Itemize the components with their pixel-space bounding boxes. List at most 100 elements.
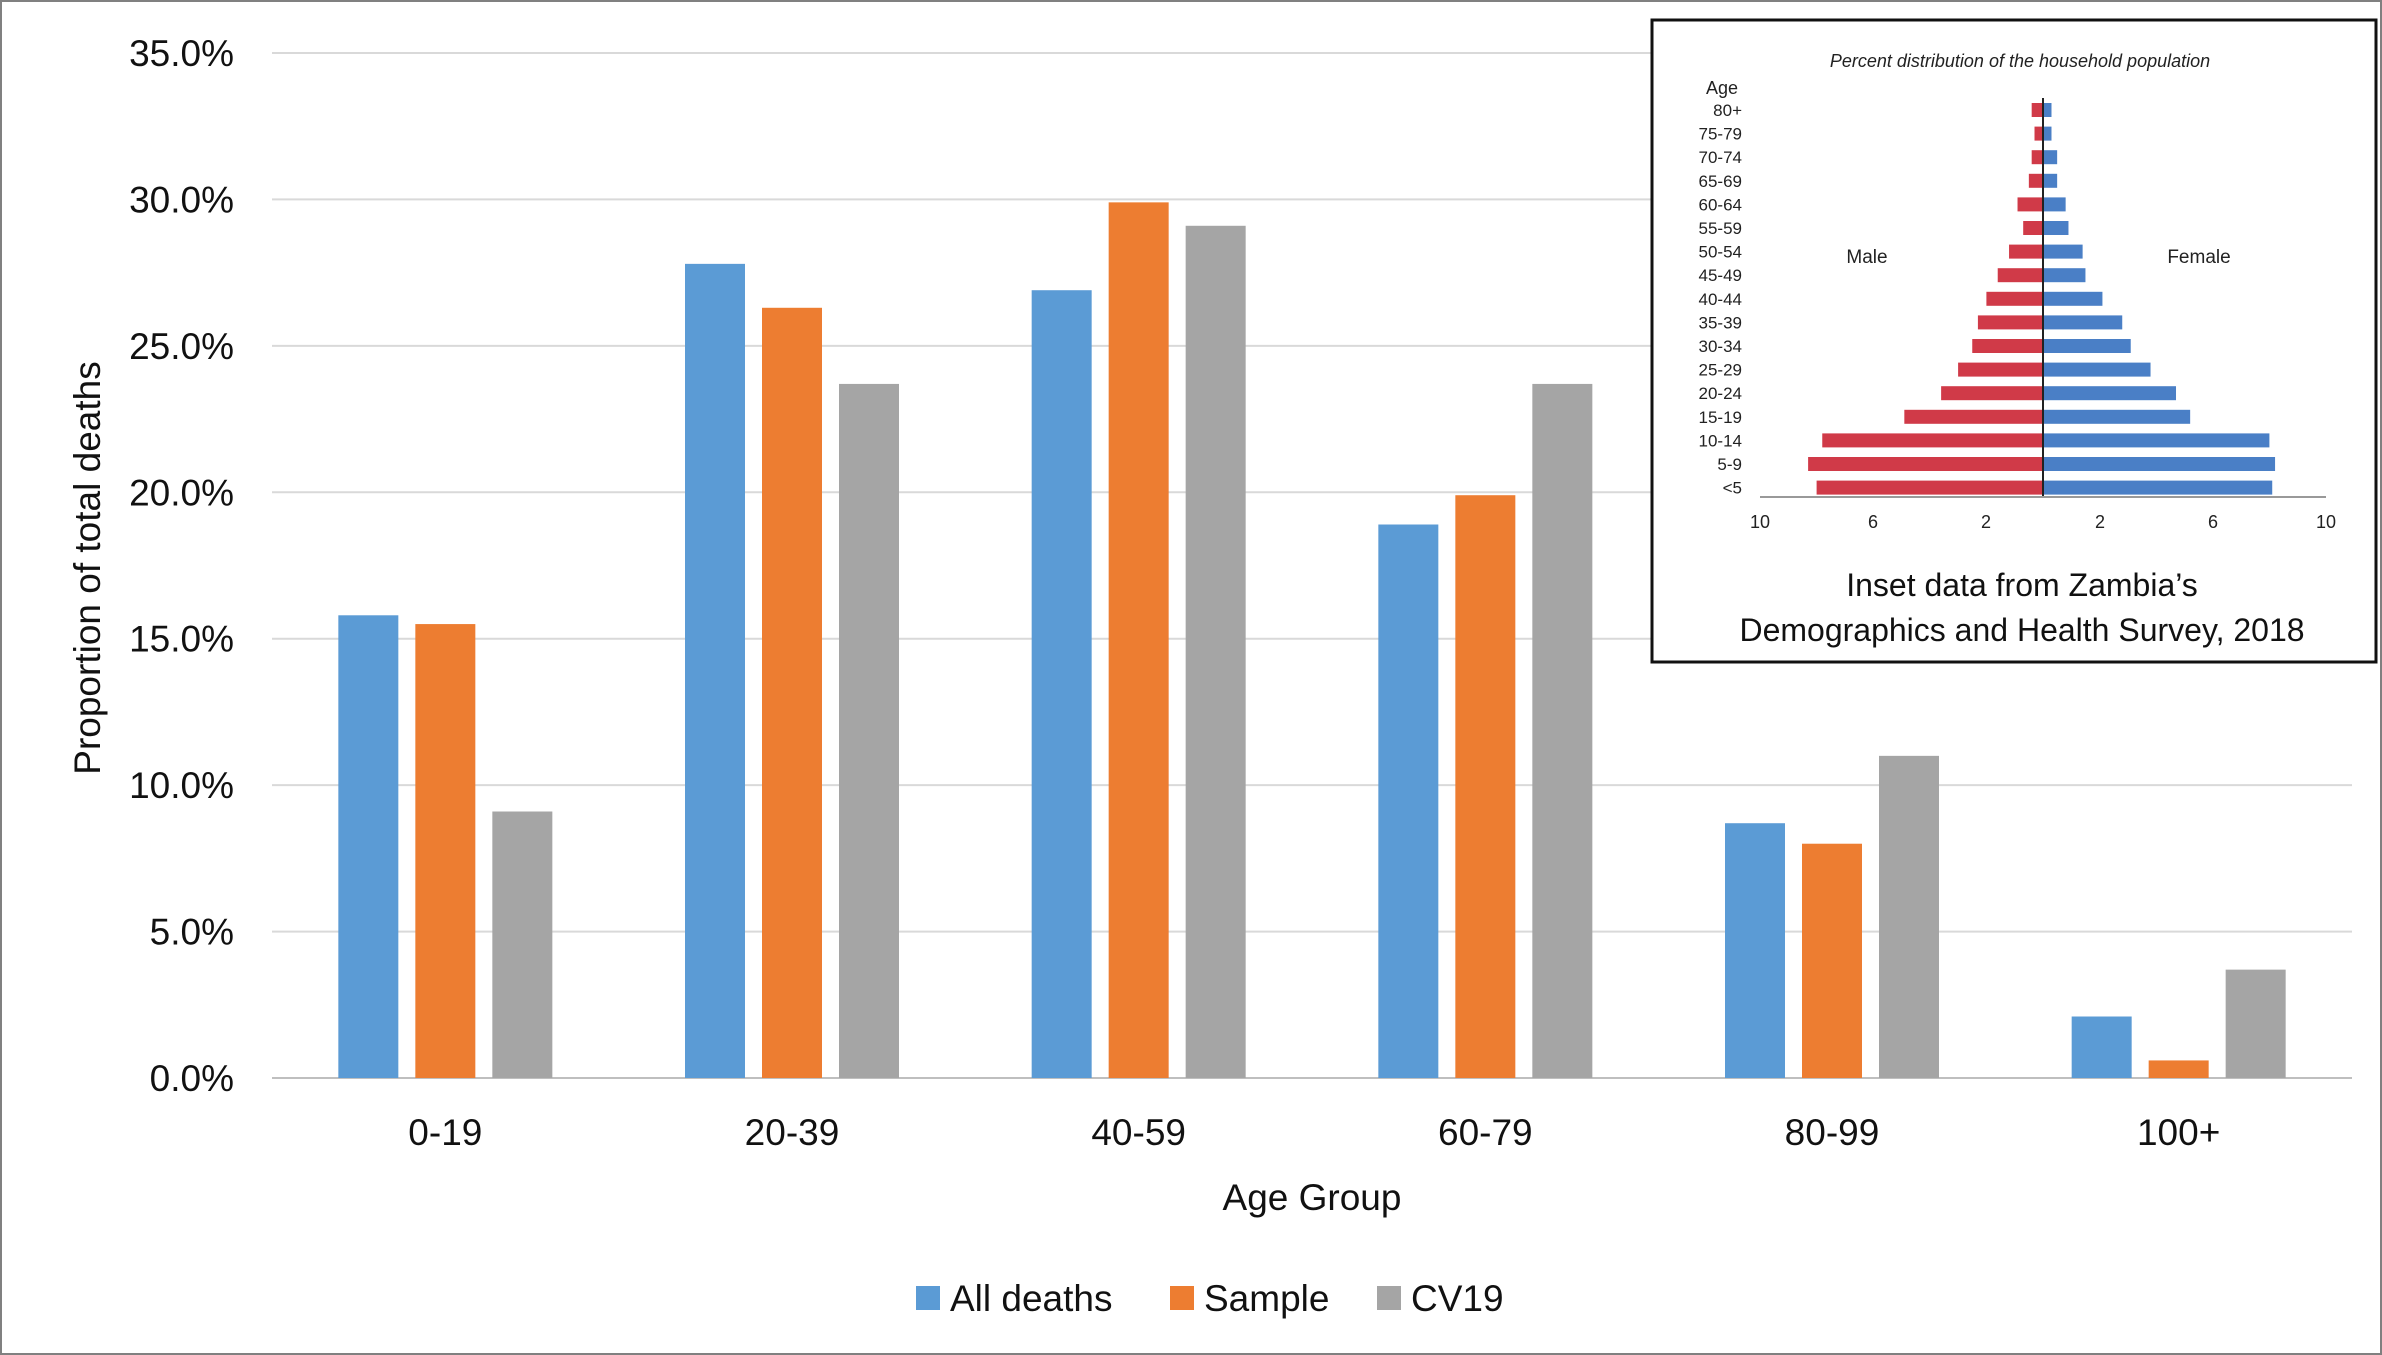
legend: All deaths Sample CV19 xyxy=(916,1278,1504,1319)
inset-age-label: 40-44 xyxy=(1699,290,1742,309)
inset-bar-female-14 xyxy=(2043,433,2270,448)
inset-bar-male-14 xyxy=(1822,433,2043,448)
inset-age-label: 35-39 xyxy=(1699,313,1742,332)
x-tick-labels: 0-19 20-39 40-59 60-79 80-99 100+ xyxy=(408,1112,2220,1153)
inset-bar-female-16 xyxy=(2043,480,2273,495)
y-tick-label: 0.0% xyxy=(150,1058,234,1099)
inset-bar-female-11 xyxy=(2043,362,2151,377)
inset-bar-male-2 xyxy=(2031,150,2043,165)
inset-age-label: 75-79 xyxy=(1699,125,1742,144)
inset-age-axis-title: Age xyxy=(1706,78,1738,98)
inset-caption-line-2: Demographics and Health Survey, 2018 xyxy=(1739,612,2304,648)
bar-cv19-1 xyxy=(839,383,899,1078)
inset-bar-male-12 xyxy=(1941,386,2043,401)
inset-bar-female-12 xyxy=(2043,386,2177,401)
y-tick-label: 35.0% xyxy=(129,33,234,74)
inset-x-tick-label: 6 xyxy=(1868,512,1878,532)
bar-sample-1 xyxy=(762,307,822,1078)
legend-label: Sample xyxy=(1204,1278,1329,1319)
y-tick-labels: 0.0% 5.0% 10.0% 15.0% 20.0% 25.0% 30.0% 35.0% xyxy=(129,33,234,1099)
inset-bar-female-2 xyxy=(2043,150,2058,165)
y-tick-label: 15.0% xyxy=(129,619,234,660)
inset-bar-male-4 xyxy=(2017,197,2043,212)
x-axis-label: Age Group xyxy=(1223,1177,1402,1218)
inset-bar-female-4 xyxy=(2043,197,2066,212)
y-tick-label: 20.0% xyxy=(129,472,234,513)
inset-bar-male-7 xyxy=(1997,268,2043,283)
inset-age-label: 60-64 xyxy=(1699,195,1742,214)
inset-x-tick-label: 2 xyxy=(1981,512,1991,532)
inset-age-label: 45-49 xyxy=(1699,266,1742,285)
bar-sample-2 xyxy=(1108,202,1169,1078)
inset-bar-female-3 xyxy=(2043,173,2058,188)
inset-title: Percent distribution of the household po… xyxy=(1830,51,2210,71)
inset-bar-female-10 xyxy=(2043,339,2131,353)
bar-sample-4 xyxy=(1802,843,1862,1078)
legend-label: All deaths xyxy=(950,1278,1113,1319)
inset-age-label: 15-19 xyxy=(1699,408,1742,427)
inset-bar-female-8 xyxy=(2043,291,2103,306)
y-tick-label: 25.0% xyxy=(129,326,234,367)
legend-swatch xyxy=(916,1286,940,1310)
x-tick-label: 60-79 xyxy=(1438,1112,1533,1153)
x-tick-label: 80-99 xyxy=(1785,1112,1880,1153)
inset-bar-female-6 xyxy=(2043,244,2083,259)
inset-x-tick-label: 10 xyxy=(2316,512,2336,532)
bar-sample-5 xyxy=(2148,1060,2209,1078)
inset-male-label: Male xyxy=(1846,247,1887,268)
bar-all-deaths-2 xyxy=(1031,290,1092,1078)
inset-bar-female-9 xyxy=(2043,315,2123,330)
legend-label: CV19 xyxy=(1411,1278,1504,1319)
inset-age-label: 10-14 xyxy=(1699,431,1742,450)
inset-female-label: Female xyxy=(2167,247,2230,268)
bar-all-deaths-5 xyxy=(2071,1016,2132,1078)
inset-bar-female-1 xyxy=(2043,126,2052,141)
bar-sample-3 xyxy=(1455,495,1516,1078)
y-tick-label: 10.0% xyxy=(129,765,234,806)
inset-x-tick-label: 2 xyxy=(2095,512,2105,532)
inset-caption-line-1: Inset data from Zambia’s xyxy=(1846,567,2198,603)
bar-all-deaths-4 xyxy=(1725,823,1785,1078)
inset-bar-male-5 xyxy=(2023,221,2043,235)
y-tick-label: 30.0% xyxy=(129,179,234,220)
inset-bar-male-1 xyxy=(2034,126,2043,141)
inset-bar-female-13 xyxy=(2043,409,2191,424)
y-tick-label: 5.0% xyxy=(150,912,234,953)
inset-age-label: 50-54 xyxy=(1699,243,1742,262)
inset-bar-male-10 xyxy=(1972,339,2043,353)
legend-swatch xyxy=(1377,1286,1401,1310)
bar-all-deaths-1 xyxy=(685,263,745,1078)
inset-age-label: 20-24 xyxy=(1699,384,1742,403)
bar-cv19-2 xyxy=(1185,225,1246,1079)
inset-bar-male-15 xyxy=(1808,457,2043,471)
bars xyxy=(338,202,2286,1079)
inset-bar-male-6 xyxy=(2009,244,2043,259)
x-tick-label: 20-39 xyxy=(745,1112,840,1153)
x-tick-label: 40-59 xyxy=(1091,1112,1186,1153)
inset-bar-female-7 xyxy=(2043,268,2086,283)
inset-bar-female-5 xyxy=(2043,221,2069,235)
bar-cv19-3 xyxy=(1532,383,1593,1078)
inset-bar-male-13 xyxy=(1904,409,2043,424)
inset-age-label: 5-9 xyxy=(1717,455,1742,474)
inset-bar-male-0 xyxy=(2031,103,2043,117)
bar-cv19-5 xyxy=(2225,969,2286,1078)
inset-age-label: 55-59 xyxy=(1699,219,1742,238)
inset-age-label: 65-69 xyxy=(1699,172,1742,191)
inset-age-label: 80+ xyxy=(1713,101,1742,120)
inset: Percent distribution of the household po… xyxy=(1650,18,2378,664)
bar-all-deaths-3 xyxy=(1378,524,1439,1078)
inset-x-tick-label: 10 xyxy=(1750,512,1770,532)
inset-age-label: <5 xyxy=(1723,479,1742,498)
inset-bar-male-11 xyxy=(1958,362,2043,377)
x-tick-label: 100+ xyxy=(2137,1112,2220,1153)
bar-sample-0 xyxy=(415,624,476,1078)
inset-age-label: 30-34 xyxy=(1699,337,1742,356)
bar-all-deaths-0 xyxy=(338,615,399,1078)
bar-cv19-4 xyxy=(1879,755,1939,1078)
inset-bar-female-0 xyxy=(2043,103,2052,117)
y-axis-label: Proportion of total deaths xyxy=(67,361,108,774)
inset-bars: 80+ 75-79 70-74 65-69 60-64 55-59 50-54 45-49 40… xyxy=(1699,101,2276,498)
inset-bar-male-9 xyxy=(1977,315,2043,330)
